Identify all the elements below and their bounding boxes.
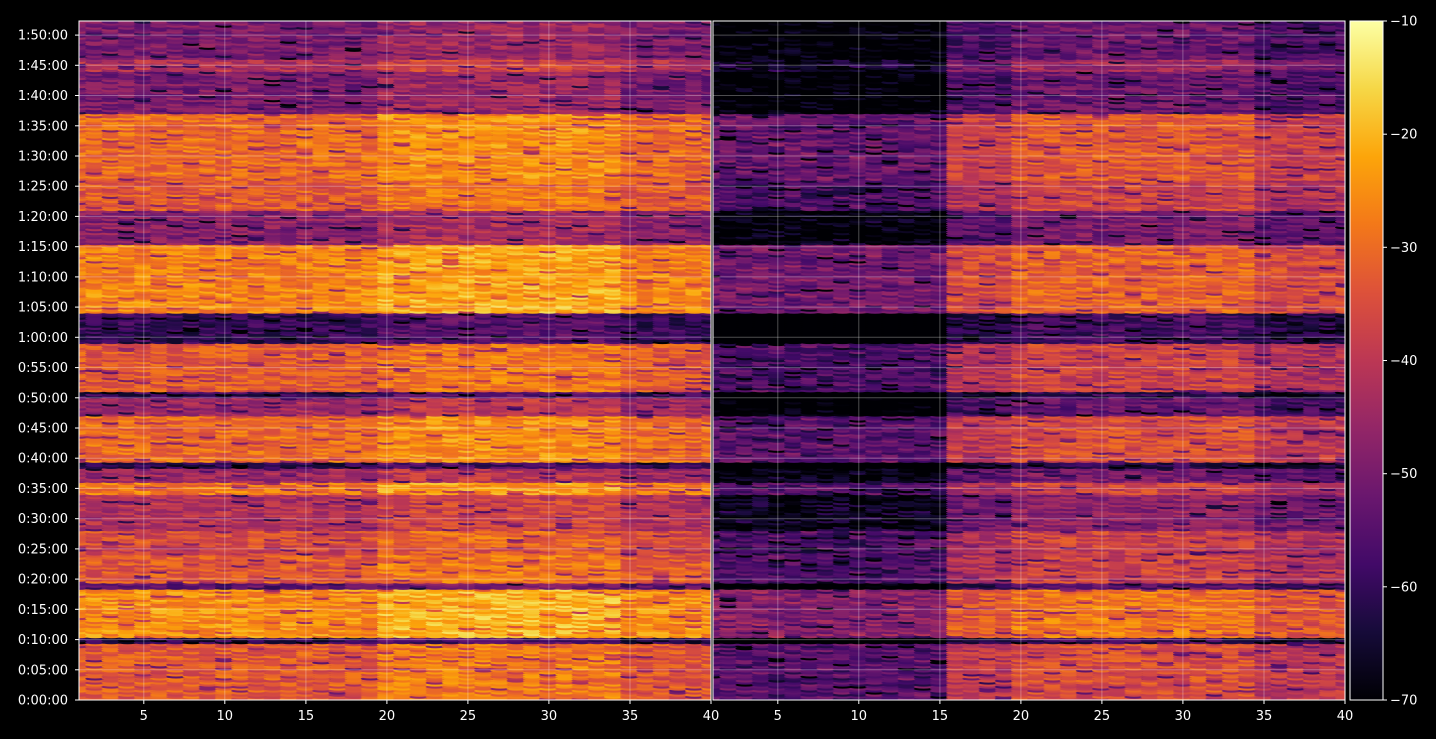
heatmap-cells-left: [79, 21, 711, 700]
plot-panel-left: [79, 21, 711, 700]
